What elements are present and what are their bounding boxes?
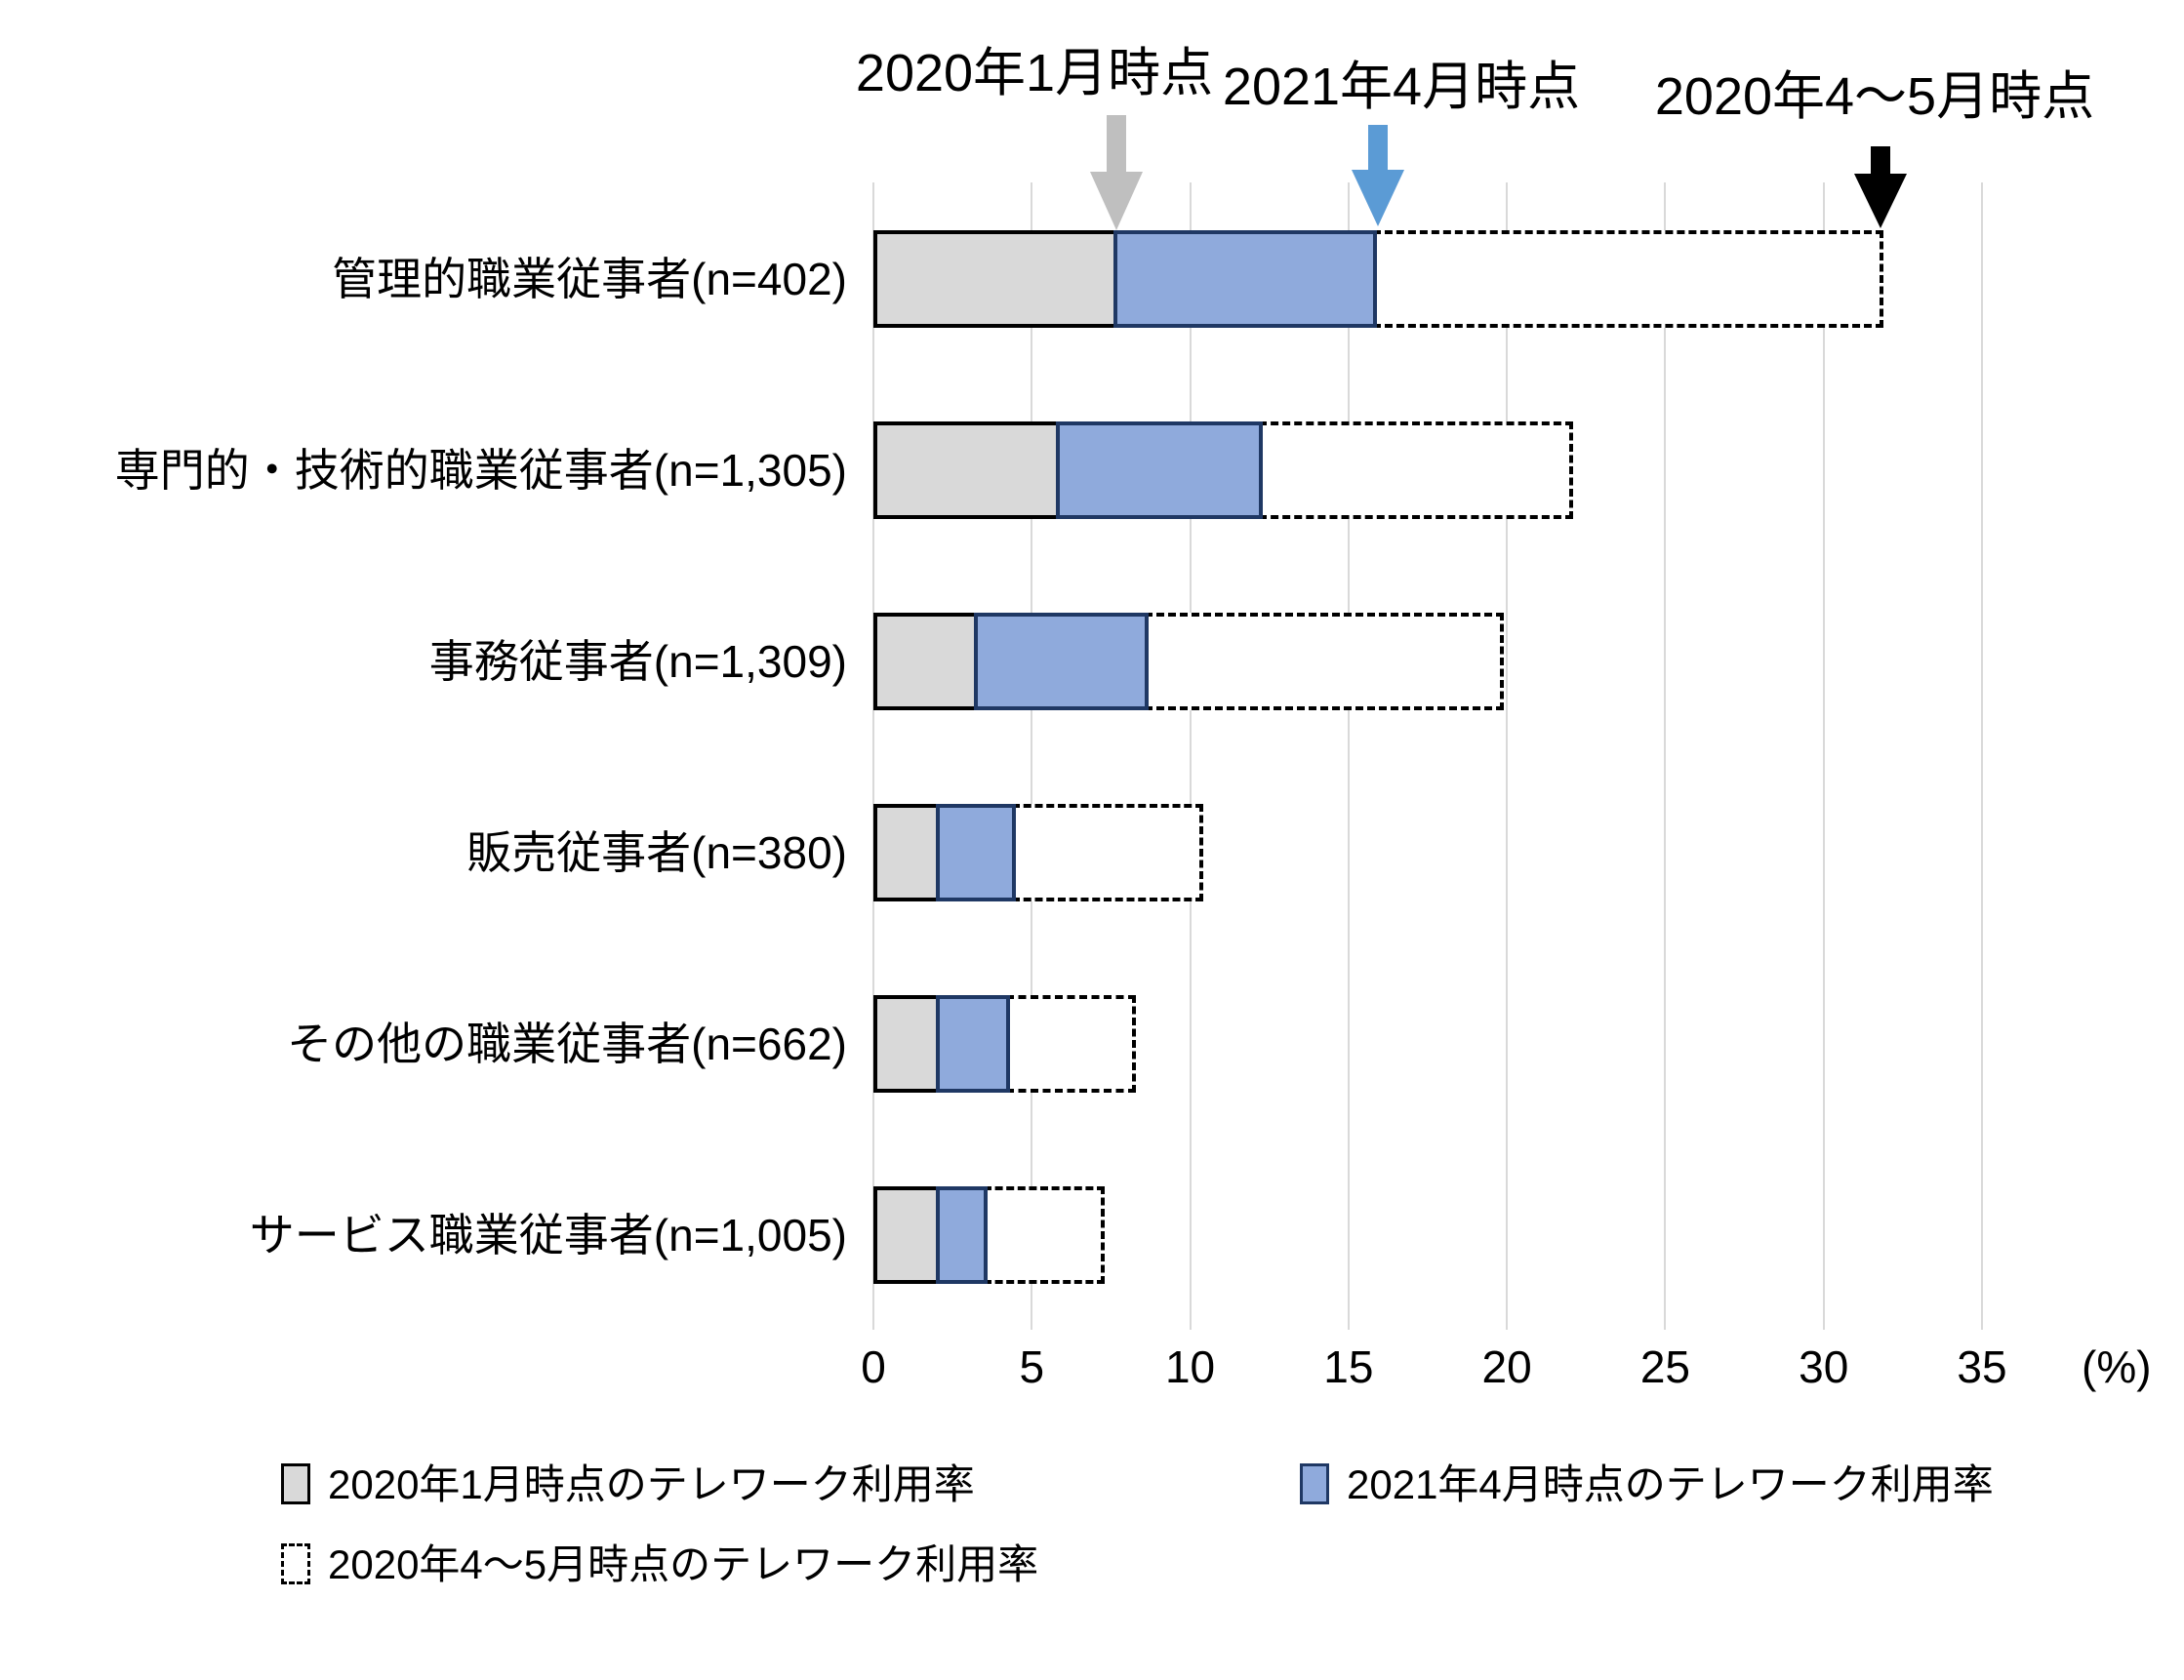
annotation-label-aprmay2020: 2020年4～5月時点 [1654,67,2095,126]
x-tick-label-35: 35 [1957,1341,2007,1392]
legend-swatch-blue [1300,1463,1329,1504]
x-tick-label-25: 25 [1639,1341,1690,1392]
bar-row [873,804,1982,901]
gridline-15 [1347,182,1350,1330]
down-arrow-icon-aprmay2020 [1854,146,1907,228]
bar-segment-jan2020 [873,1186,941,1284]
bar-segment-jan2020 [873,995,941,1093]
gridline-35 [1981,182,1983,1330]
bar-segment-apr2021 [974,613,1150,710]
category-label: 専門的・技術的職業従事者(n=1,305) [114,445,847,496]
gridline-25 [1664,182,1667,1330]
x-tick-label-5: 5 [1019,1341,1045,1392]
x-axis: (%) 0 5 10 15 20 25 30 35 [861,1340,2184,1399]
bar-segment-aprmay2020 [1145,613,1504,710]
bar-segment-aprmay2020 [983,1186,1105,1284]
bar-segment-apr2021 [936,995,1010,1093]
x-axis-unit-label: (%) [2082,1341,2152,1392]
x-tick-label-15: 15 [1323,1341,1374,1392]
bar-segment-jan2020 [873,230,1117,328]
plot-area [872,182,1983,1330]
legend-label-apr2021: 2021年4月時点のテレワーク利用率 [1347,1461,1994,1507]
down-arrow-icon-apr2021 [1352,125,1404,226]
bar-segment-jan2020 [873,613,979,710]
gridline-0 [872,182,874,1330]
bar-segment-apr2021 [936,1186,988,1284]
x-tick-label-20: 20 [1481,1341,1532,1392]
x-tick-label-0: 0 [861,1341,886,1392]
bar-row [873,995,1982,1093]
gridline-10 [1189,182,1192,1330]
bar-row [873,421,1982,519]
bar-segment-jan2020 [873,421,1061,519]
legend-label-aprmay2020: 2020年4～5月時点のテレワーク利用率 [328,1541,1039,1587]
bar-segment-apr2021 [1112,230,1378,328]
gridline-5 [1031,182,1033,1330]
bar-row [873,1186,1982,1284]
bar-segment-jan2020 [873,804,941,901]
bar-segment-aprmay2020 [1012,804,1203,901]
legend-label-jan2020: 2020年1月時点のテレワーク利用率 [328,1461,975,1507]
x-tick-label-30: 30 [1799,1341,1849,1392]
category-label: 販売従事者(n=380) [466,827,847,878]
gridline-30 [1822,182,1825,1330]
legend-swatch-gray [281,1463,310,1504]
category-label: サービス職業従事者(n=1,005) [249,1210,847,1260]
category-label: その他の職業従事者(n=662) [287,1019,847,1069]
gridline-20 [1506,182,1509,1330]
down-arrow-icon-jan2020 [1090,115,1143,230]
bar-segment-aprmay2020 [1259,421,1574,519]
bar-row [873,613,1982,710]
bar-segment-apr2021 [1056,421,1264,519]
x-tick-label-10: 10 [1164,1341,1216,1392]
annotation-label-apr2021: 2021年4月時点 [1222,58,1581,116]
bar-segment-apr2021 [936,804,1017,901]
annotation-label-jan2020: 2020年1月時点 [855,44,1214,102]
legend-swatch-dashed [281,1543,310,1584]
category-label: 管理的職業従事者(n=402) [332,254,847,304]
category-label: 事務従事者(n=1,309) [428,636,847,687]
bar-segment-aprmay2020 [1373,230,1884,328]
bar-row [873,230,1982,328]
bar-segment-aprmay2020 [1005,995,1137,1093]
